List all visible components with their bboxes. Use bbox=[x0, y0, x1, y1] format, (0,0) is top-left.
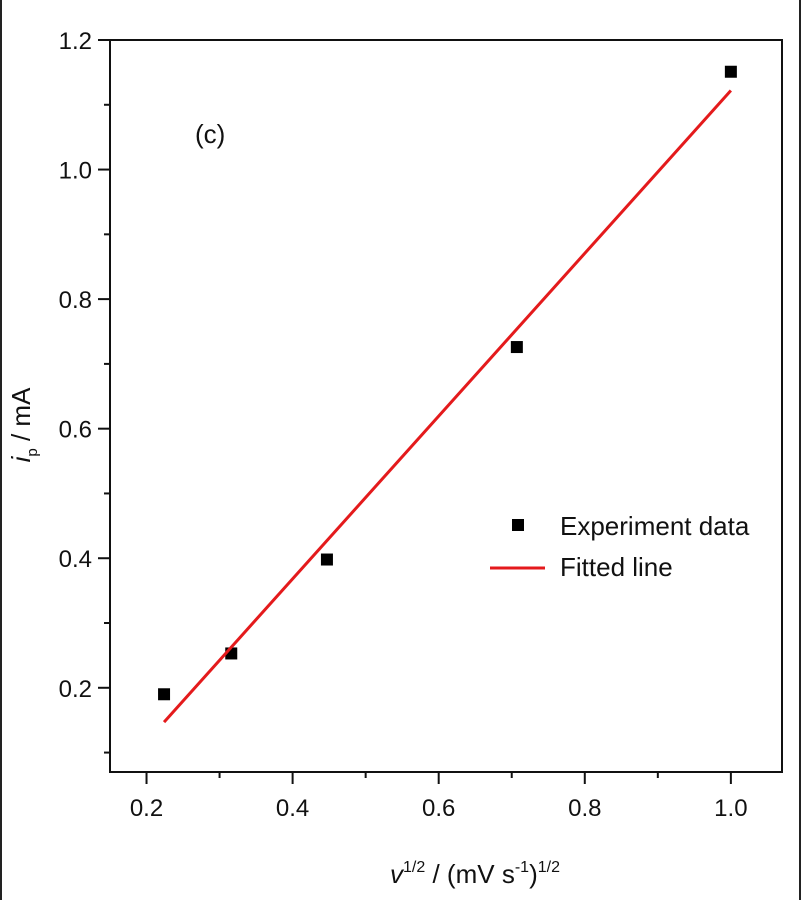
y-tick-label: 0.2 bbox=[59, 676, 92, 703]
x-axis-title-close: ) bbox=[529, 859, 538, 889]
y-tick-label: 1.0 bbox=[59, 158, 92, 185]
x-axis-title-sup3: 1/2 bbox=[538, 859, 560, 876]
y-tick-label: 1.2 bbox=[59, 28, 92, 55]
plot-frame bbox=[109, 39, 783, 773]
x-tick-label: 0.4 bbox=[276, 795, 309, 822]
x-tick-label: 0.6 bbox=[422, 795, 455, 822]
x-tick-label: 0.8 bbox=[568, 795, 601, 822]
legend-experiment-label: Experiment data bbox=[560, 511, 750, 541]
right-frame-edge bbox=[799, 0, 801, 900]
y-axis-title-base: i bbox=[6, 455, 36, 462]
x-tick-label: 1.0 bbox=[714, 795, 747, 822]
ticks-layer: 0.2 0.4 0.6 0.8 1.0 0.2 0.4 0.6 0.8 1.0 1.2 bbox=[59, 28, 748, 822]
experiment-data-point bbox=[158, 688, 171, 701]
legend-fitted-line-label: Fitted line bbox=[560, 552, 673, 582]
experiment-data-point bbox=[320, 553, 333, 566]
x-axis-title: v1/2 / (mV s-1)1/2 bbox=[390, 859, 560, 889]
y-axis-title-rest: / mA bbox=[6, 387, 36, 448]
x-axis-title-sup2: -1 bbox=[515, 859, 529, 876]
y-axis-title-sub: p bbox=[24, 448, 41, 456]
left-frame-edge bbox=[0, 0, 2, 900]
experiment-data-point bbox=[724, 65, 737, 78]
panel-label: (c) bbox=[195, 119, 225, 149]
y-tick-label: 0.4 bbox=[59, 546, 92, 573]
fitted-line bbox=[162, 89, 732, 724]
series-layer bbox=[158, 65, 737, 724]
y-tick-label: 0.6 bbox=[59, 417, 92, 444]
legend: Experiment data Fitted line bbox=[490, 511, 750, 582]
experiment-data-point bbox=[510, 341, 523, 354]
y-tick-label: 0.8 bbox=[59, 287, 92, 314]
x-axis-title-sup: 1/2 bbox=[403, 859, 425, 876]
x-axis-title-base: v bbox=[390, 859, 405, 889]
legend-experiment-marker bbox=[512, 519, 524, 531]
x-axis-title-mid: / (mV s bbox=[425, 859, 515, 889]
x-tick-label: 0.2 bbox=[130, 795, 163, 822]
y-axis-title: ip / mA bbox=[6, 387, 41, 462]
